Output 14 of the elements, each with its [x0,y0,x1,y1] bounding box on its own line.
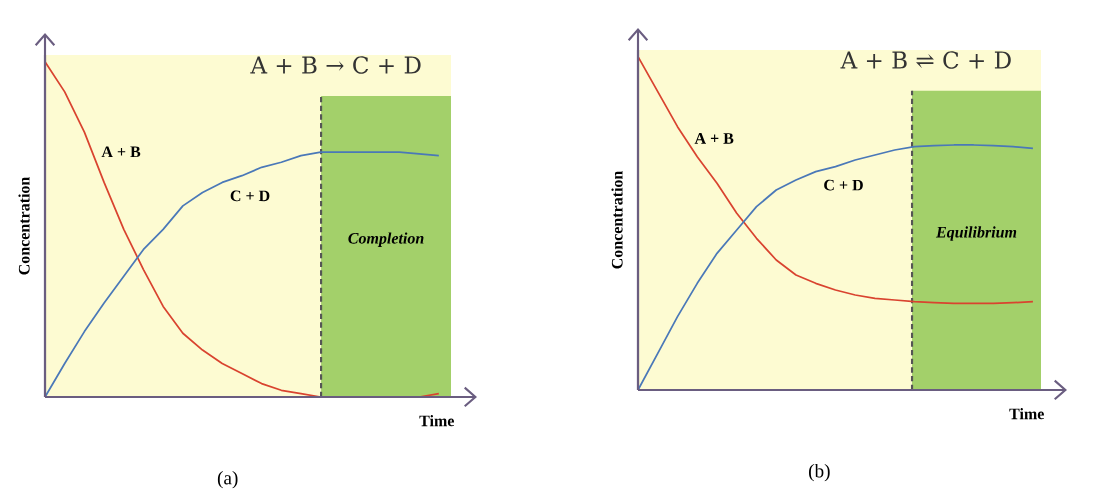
x-axis-title: Time [419,415,455,427]
text: (a) [217,470,238,489]
series-label: C + D [824,179,863,191]
y-axis-title: Concentration [18,176,30,275]
x-axis-title: Time [1009,408,1044,420]
y-axis-title: Concentration [611,170,623,269]
annotation: Completion [348,232,424,247]
annotation: Equilibrium [935,226,1017,241]
series-label: A + B [694,133,734,144]
series-label: A + B [101,146,141,158]
chart-title: A + B → C + D [250,56,421,74]
text: (b) [808,463,830,482]
series-label: C + D [230,190,270,202]
chart-title: A + B ⇌ C + D [840,51,1011,69]
